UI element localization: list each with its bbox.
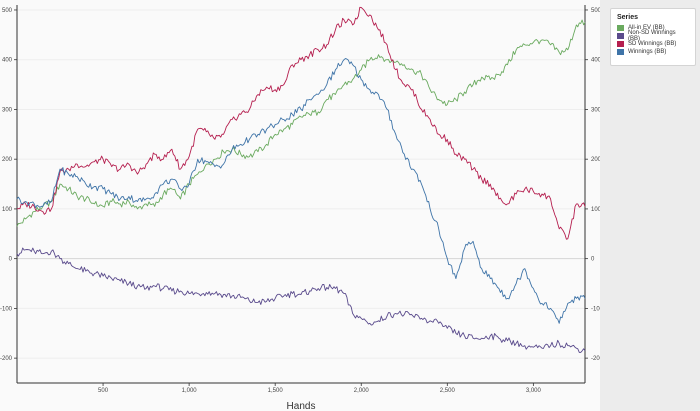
x-tick-label: 2,500 xyxy=(440,388,456,394)
series-line xyxy=(16,58,586,324)
series-lines xyxy=(16,6,586,353)
axes: -200 -200 -100 -100 0 0 100 100 200 200 300 300 400 4… xyxy=(0,5,600,394)
y-tick-label-left: 200 xyxy=(2,157,13,163)
y-tick-label-right: 0 xyxy=(591,257,595,263)
x-tick-label: 500 xyxy=(98,388,109,394)
legend-item[interactable]: Non-SD Winnings (BB) xyxy=(617,30,689,42)
series-line xyxy=(16,247,586,353)
y-tick-label-left: 100 xyxy=(2,207,13,213)
y-tick-label-right: 300 xyxy=(591,107,600,113)
legend-item[interactable]: All-in EV (BB) xyxy=(617,24,689,32)
legend-swatch xyxy=(617,25,624,31)
y-tick-label-right: 500 xyxy=(591,8,600,14)
gridlines xyxy=(17,9,585,359)
legend-item[interactable]: SD Winnings (BB) xyxy=(617,40,689,48)
y-tick-label-right: 400 xyxy=(591,58,600,64)
x-axis-title: Hands xyxy=(287,401,316,411)
legend-title: Series xyxy=(617,14,639,21)
legend-item[interactable]: Winnings (BB) xyxy=(617,48,689,56)
y-tick-label-left: -100 xyxy=(0,306,13,312)
y-tick-label-left: 300 xyxy=(2,107,13,113)
y-tick-label-right: 200 xyxy=(591,157,600,163)
y-tick-label-right: -100 xyxy=(591,306,600,312)
y-tick-label-left: 400 xyxy=(2,58,13,64)
legend-label: SD Winnings (BB) xyxy=(628,41,677,47)
series-line xyxy=(16,19,586,227)
legend-swatch xyxy=(617,49,624,55)
series-line xyxy=(16,6,586,240)
y-tick-label-left: 500 xyxy=(2,8,13,14)
y-tick-label-left: -200 xyxy=(0,356,13,362)
x-tick-label: 1,000 xyxy=(182,388,198,394)
x-tick-label: 2,000 xyxy=(354,388,370,394)
y-tick-label-right: -200 xyxy=(591,356,600,362)
x-tick-label: 3,000 xyxy=(526,388,542,394)
y-tick-label-right: 100 xyxy=(591,207,600,213)
legend-items: All-in EV (BB) Non-SD Winnings (BB) SD W… xyxy=(617,24,689,56)
legend-label: All-in EV (BB) xyxy=(628,25,665,31)
x-tick-label: 1,500 xyxy=(268,388,284,394)
legend: Series All-in EV (BB) Non-SD Winnings (B… xyxy=(610,8,696,66)
legend-label: Winnings (BB) xyxy=(628,49,667,55)
legend-label: Non-SD Winnings (BB) xyxy=(628,30,676,42)
y-tick-label-left: 0 xyxy=(9,257,13,263)
line-chart: -200 -200 -100 -100 0 0 100 100 200 200 300 300 400 4… xyxy=(0,5,600,411)
legend-swatch xyxy=(617,33,624,39)
legend-swatch xyxy=(617,41,624,47)
